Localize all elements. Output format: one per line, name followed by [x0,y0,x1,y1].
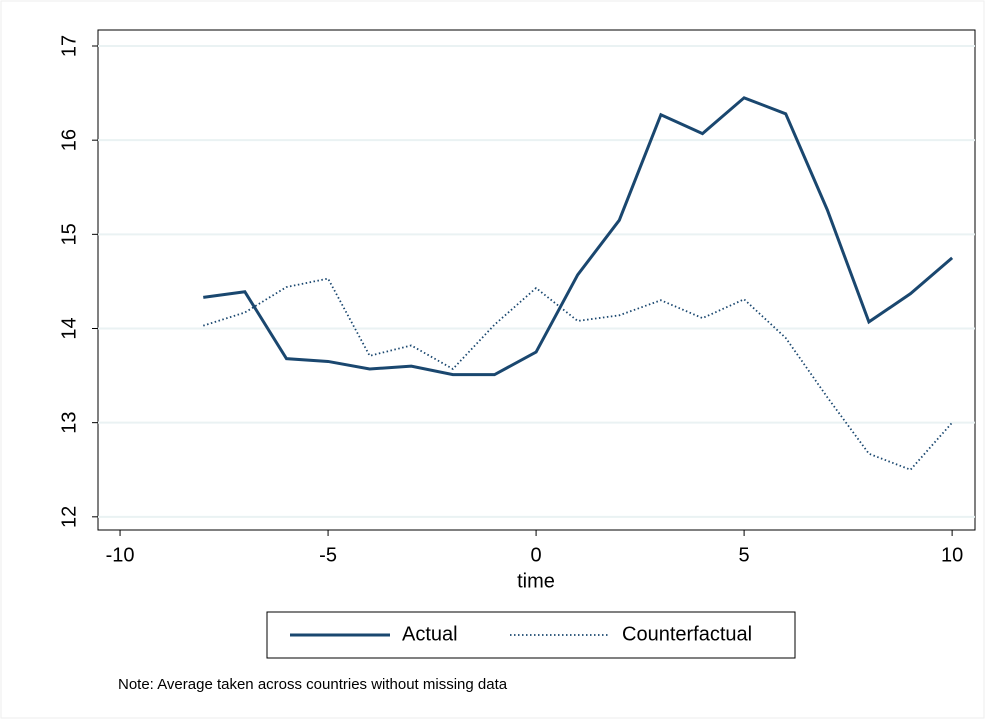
line-series [202,277,953,471]
y-tick-label: 12 [58,506,80,528]
y-tick-label: 15 [58,223,80,245]
x-axis-title: time [517,570,555,592]
note: Note: Average taken across countries wit… [118,676,508,693]
y-tick-label: 14 [58,317,80,339]
plot-region [97,29,976,531]
x-tick-label: 5 [739,544,750,566]
y-tick-label: 13 [58,412,80,434]
legend-label: Counterfactual [622,623,752,645]
legend-label: Actual [402,623,458,645]
x-tick-label: -10 [106,544,135,566]
x-tick-label: -5 [319,544,337,566]
y-tick-label: 16 [58,129,80,151]
line-series [203,96,954,377]
x-tick-label: 10 [941,544,963,566]
y-tick-label: 17 [58,35,80,57]
x-tick-label: 0 [531,544,542,566]
